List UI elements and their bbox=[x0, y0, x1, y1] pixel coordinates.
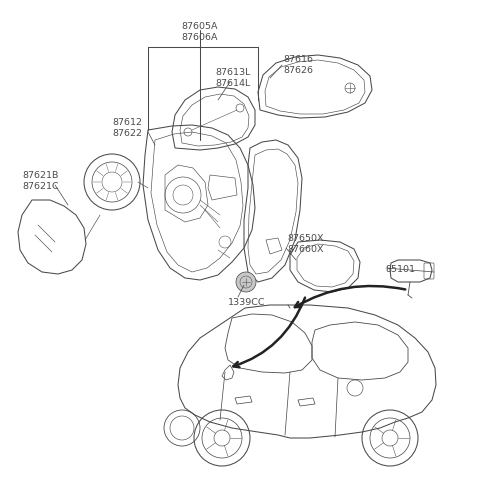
Text: 87613L: 87613L bbox=[215, 68, 251, 77]
Text: 87612: 87612 bbox=[112, 118, 142, 127]
Text: 87626: 87626 bbox=[283, 66, 313, 75]
Text: 1339CC: 1339CC bbox=[228, 298, 265, 307]
Circle shape bbox=[236, 272, 256, 292]
Text: 87616: 87616 bbox=[283, 55, 313, 64]
Text: 87622: 87622 bbox=[112, 129, 142, 138]
Text: 87621B: 87621B bbox=[22, 171, 59, 180]
Text: 87606A: 87606A bbox=[181, 33, 217, 42]
Text: 87614L: 87614L bbox=[215, 79, 250, 88]
Text: 85101: 85101 bbox=[385, 265, 415, 274]
Text: 87605A: 87605A bbox=[181, 22, 217, 31]
Text: 87621C: 87621C bbox=[22, 182, 59, 191]
Text: 87650X: 87650X bbox=[287, 234, 324, 243]
Text: 87660X: 87660X bbox=[287, 245, 324, 254]
